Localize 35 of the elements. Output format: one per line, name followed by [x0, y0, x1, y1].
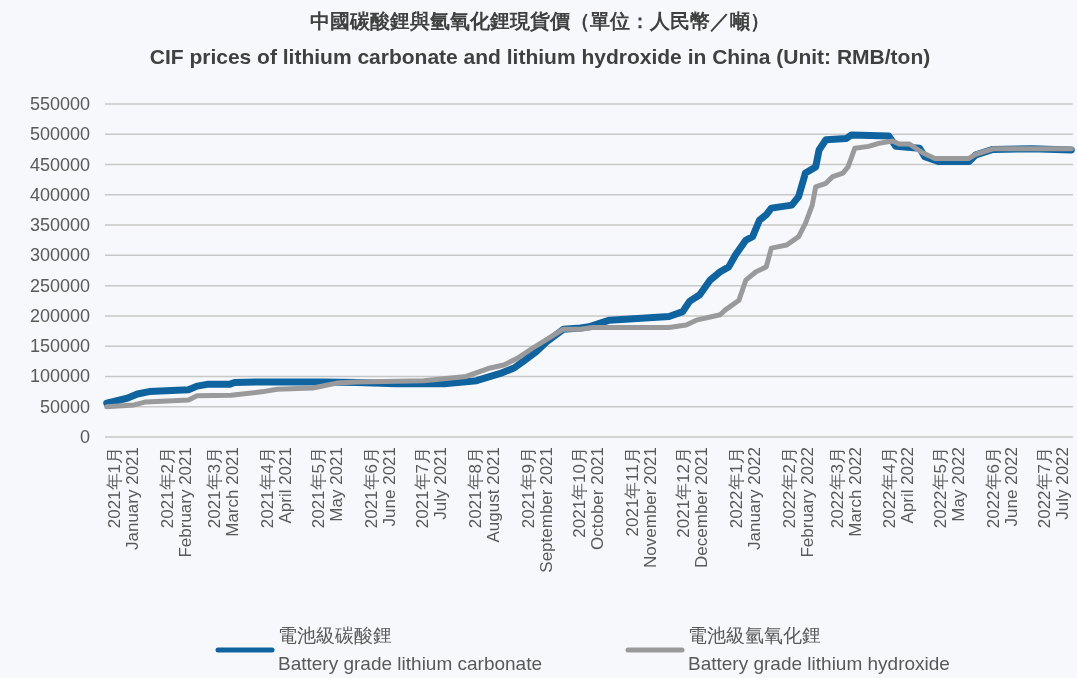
- x-tick-label: 2021年12月 December 2021: [674, 447, 712, 568]
- x-tick-label: 2022年3月 March 2022: [827, 447, 865, 537]
- x-tick-label: 2021年4月 April 2021: [258, 447, 296, 529]
- x-tick-label: 2022年6月 June 2022: [984, 447, 1022, 529]
- chart-title: 中國碳酸鋰與氫氧化鋰現貨價（單位：人民幣／噸）: [310, 10, 770, 33]
- y-tick-label: 50000: [39, 396, 90, 417]
- x-tick-label: 2022年7月 July 2022: [1035, 447, 1073, 529]
- x-tick-label: 2022年5月 May 2022: [931, 447, 969, 529]
- y-tick-label: 350000: [29, 215, 90, 236]
- x-tick-label: 2021年5月 May 2021: [309, 447, 347, 529]
- y-tick-label: 550000: [29, 94, 90, 114]
- y-tick-label: 200000: [29, 305, 90, 326]
- x-tick-label: 2022年1月 January 2022: [726, 447, 764, 551]
- y-tick-label: 300000: [29, 245, 90, 266]
- x-tick-label: 2021年3月 March 2021: [205, 447, 243, 537]
- x-tick-label: 2021年9月 September 2021: [519, 447, 557, 573]
- y-tick-label: 450000: [29, 154, 90, 175]
- x-tick-label: 2021年8月 August 2021: [466, 447, 504, 543]
- legend-label: 電池級氫氧化鋰 Battery grade lithium hydroxide: [688, 625, 950, 674]
- legend-label: 電池級碳酸鋰 Battery grade lithium carbonate: [278, 625, 543, 674]
- y-tick-label: 400000: [29, 184, 90, 205]
- x-tick-label: 2022年4月 April 2022: [880, 447, 918, 529]
- x-tick-label: 2022年2月 February 2022: [779, 447, 817, 558]
- chart-subtitle: CIF prices of lithium carbonate and lithium hydroxide in China (Unit: RMB/ton): [149, 45, 931, 68]
- y-tick-label: 250000: [29, 275, 90, 296]
- y-tick-label: 500000: [29, 124, 90, 145]
- x-tick-label: 2021年1月 January 2021: [104, 447, 142, 551]
- y-tick-label: 0: [79, 427, 90, 447]
- y-tick-label: 150000: [29, 336, 90, 357]
- y-tick-label: 100000: [29, 366, 90, 387]
- x-tick-label: 2021年7月 July 2021: [413, 447, 451, 529]
- x-tick-label: 2021年11月 November 2021: [623, 447, 661, 568]
- x-tick-label: 2021年10月 October 2021: [570, 447, 608, 551]
- x-tick-label: 2021年6月 June 2021: [362, 447, 400, 529]
- x-tick-label: 2021年2月 February 2021: [157, 447, 195, 558]
